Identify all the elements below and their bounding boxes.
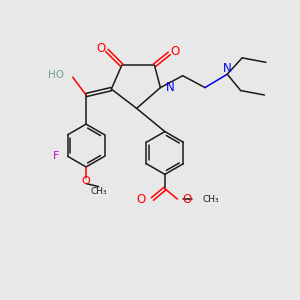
Text: HO: HO — [48, 70, 64, 80]
Text: O: O — [183, 193, 192, 206]
Text: O: O — [82, 176, 91, 186]
Text: N: N — [166, 81, 175, 94]
Text: CH₃: CH₃ — [202, 194, 219, 203]
Text: CH₃: CH₃ — [90, 187, 107, 196]
Text: O: O — [96, 42, 106, 56]
Text: O: O — [170, 45, 179, 58]
Text: O: O — [136, 193, 146, 206]
Text: N: N — [223, 62, 232, 75]
Text: F: F — [53, 151, 59, 161]
